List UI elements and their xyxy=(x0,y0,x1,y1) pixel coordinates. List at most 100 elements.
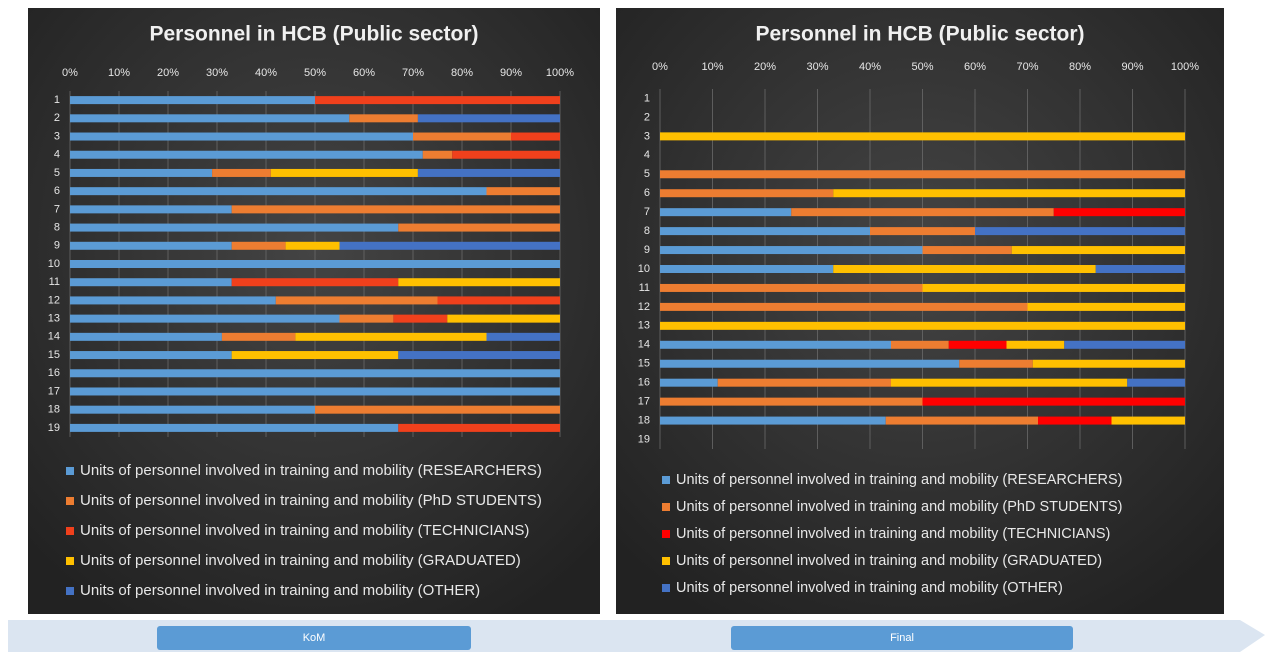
bar-segment xyxy=(717,378,891,387)
x-tick-label: 60% xyxy=(353,67,375,79)
x-tick-label: 50% xyxy=(304,67,326,79)
x-tick-label: 30% xyxy=(206,67,228,79)
y-tick-label: 5 xyxy=(644,168,650,180)
x-tick-label: 10% xyxy=(108,67,130,79)
bar-segment xyxy=(1111,416,1185,425)
x-tick-label: 100% xyxy=(1171,61,1199,73)
legend-swatch xyxy=(662,557,670,565)
y-tick-label: 12 xyxy=(638,301,650,313)
bar-segment xyxy=(70,114,350,123)
legend-label: Units of personnel involved in training … xyxy=(80,552,521,569)
legend-label: Units of personnel involved in training … xyxy=(676,580,1063,596)
y-tick-label: 18 xyxy=(48,404,60,416)
y-tick-label: 13 xyxy=(48,313,60,325)
y-tick-label: 4 xyxy=(54,149,60,161)
bar-segment xyxy=(486,332,560,341)
bar-segment xyxy=(70,205,232,214)
y-tick-label: 6 xyxy=(54,185,60,197)
bar-segment xyxy=(1127,378,1185,387)
y-tick-label: 5 xyxy=(54,167,60,179)
bar-segment xyxy=(231,351,399,360)
stage-box xyxy=(731,626,1073,650)
bar-segment xyxy=(922,397,1185,406)
x-tick-label: 50% xyxy=(911,61,933,73)
bar-segment xyxy=(437,296,560,305)
x-tick-label: 80% xyxy=(1069,61,1091,73)
bar-segment xyxy=(660,340,891,349)
y-tick-label: 17 xyxy=(48,385,60,397)
legend-swatch xyxy=(662,530,670,538)
bar-segment xyxy=(1053,208,1185,217)
bar-segment xyxy=(660,208,792,217)
x-tick-label: 30% xyxy=(806,61,828,73)
bar-segment xyxy=(833,265,1096,273)
legend-label: Units of personnel involved in training … xyxy=(80,582,480,599)
y-tick-label: 2 xyxy=(54,112,60,124)
bar-segment xyxy=(660,189,834,198)
bar-segment xyxy=(398,223,560,232)
legend-label: Units of personnel involved in training … xyxy=(676,553,1102,569)
bar-segment xyxy=(975,227,1185,236)
legend-swatch xyxy=(662,476,670,484)
bar-segment xyxy=(660,265,834,273)
bar-segment xyxy=(1011,246,1185,255)
y-tick-label: 19 xyxy=(638,433,650,445)
stage-label: KoM xyxy=(303,632,326,644)
legend-label: Units of personnel involved in training … xyxy=(80,492,542,509)
legend-label: Units of personnel involved in training … xyxy=(80,462,542,479)
y-tick-label: 7 xyxy=(644,206,650,218)
bar-segment xyxy=(1006,340,1065,349)
y-tick-label: 15 xyxy=(638,358,650,370)
bar-segment xyxy=(70,187,487,196)
y-tick-label: 16 xyxy=(48,367,60,379)
bar-segment xyxy=(922,283,1185,292)
bar-segment xyxy=(270,168,418,177)
bar-segment xyxy=(393,314,448,323)
y-tick-label: 6 xyxy=(644,187,650,199)
legend-swatch xyxy=(66,587,74,595)
bar-segment xyxy=(339,241,560,250)
bar-segment xyxy=(70,387,560,396)
bar-segment xyxy=(70,150,423,159)
bar-segment xyxy=(422,150,453,159)
bar-segment xyxy=(70,132,413,141)
bar-segment xyxy=(70,223,399,232)
y-tick-label: 12 xyxy=(48,294,60,306)
y-tick-label: 13 xyxy=(638,320,650,332)
bar-segment xyxy=(1027,302,1185,311)
y-tick-label: 1 xyxy=(54,94,60,106)
bar-segment xyxy=(231,205,560,214)
bar-segment xyxy=(70,241,232,250)
bar-segment xyxy=(70,168,213,177)
y-tick-label: 10 xyxy=(48,258,60,270)
bar-segment xyxy=(1032,359,1185,368)
y-tick-label: 1 xyxy=(644,92,650,104)
legend-swatch xyxy=(66,467,74,475)
legend-label: Units of personnel involved in training … xyxy=(676,499,1122,515)
bar-segment xyxy=(398,423,560,432)
bar-segment xyxy=(660,227,870,236)
bar-segment xyxy=(70,423,399,432)
legend-label: Units of personnel involved in training … xyxy=(676,526,1110,542)
bar-segment xyxy=(315,96,560,105)
y-tick-label: 7 xyxy=(54,203,60,215)
bar-segment xyxy=(349,114,418,123)
x-tick-label: 90% xyxy=(500,67,522,79)
x-tick-label: 60% xyxy=(964,61,986,73)
y-tick-label: 16 xyxy=(638,377,650,389)
y-tick-label: 14 xyxy=(638,339,650,351)
y-tick-label: 9 xyxy=(54,240,60,252)
bar-segment xyxy=(398,278,560,287)
bar-segment xyxy=(486,187,560,196)
bar-segment xyxy=(660,170,1185,179)
legend-swatch xyxy=(662,503,670,511)
bar-segment xyxy=(959,359,1033,368)
bar-segment xyxy=(660,246,923,255)
legend-swatch xyxy=(66,527,74,535)
bar-segment xyxy=(221,332,296,341)
bar-segment xyxy=(447,314,560,323)
legend-swatch xyxy=(662,584,670,592)
bar-segment xyxy=(70,351,232,360)
bar-segment xyxy=(212,168,271,177)
